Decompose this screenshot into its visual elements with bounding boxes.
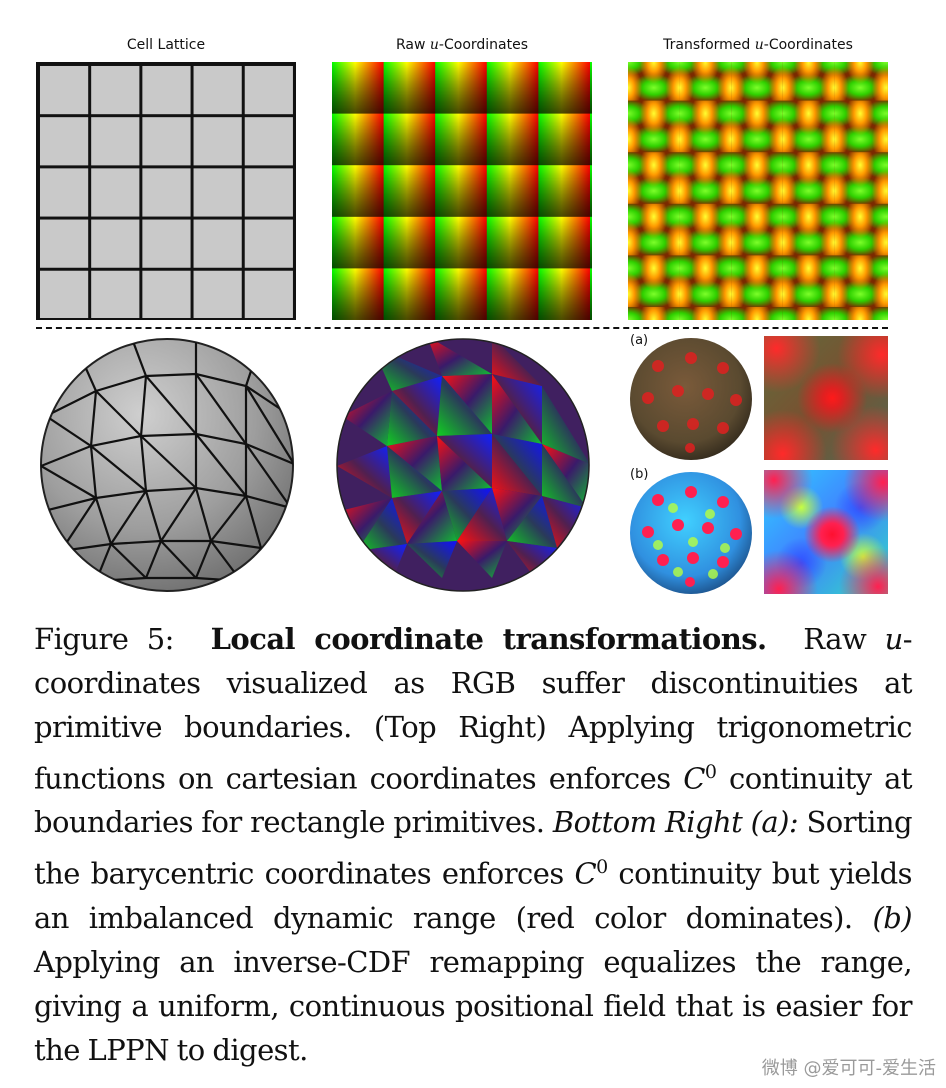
label-b: (b) <box>630 467 649 482</box>
sorted-barycentric-patch <box>764 336 888 460</box>
inverse-cdf-sphere <box>630 472 752 594</box>
figure-label: Figure 5: <box>34 622 174 656</box>
dashed-divider <box>36 327 888 329</box>
transformed-coordinates-title: Transformed u-Coordinates <box>663 37 853 53</box>
figure-caption: Figure 5: Local coordinate transformatio… <box>34 622 913 1068</box>
inverse-cdf-patch <box>764 470 888 594</box>
rgb-mesh-sphere <box>336 338 590 592</box>
label-a: (a) <box>630 333 649 348</box>
caption-title: Local coordinate transformations. <box>210 622 768 656</box>
transformed-coordinates-grid <box>628 62 888 320</box>
cell-lattice-title: Cell Lattice <box>126 37 206 53</box>
watermark: 微博 @爱可可-爱生活 <box>761 1058 936 1079</box>
raw-coordinates-grid <box>332 62 592 320</box>
sorted-barycentric-sphere <box>630 338 752 460</box>
gray-mesh-sphere <box>40 338 294 592</box>
cell-lattice-grid <box>36 62 296 320</box>
raw-coordinates-title: Raw u-Coordinates <box>395 37 529 53</box>
